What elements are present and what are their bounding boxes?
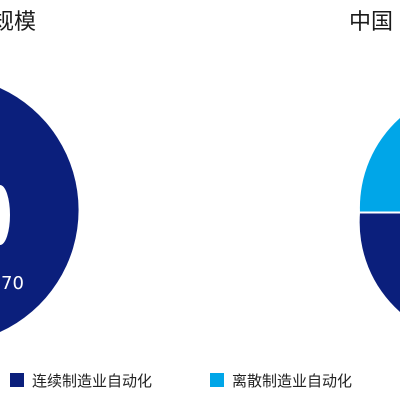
- left-donut-continuous-slice: [0, 88, 79, 332]
- left-donut-data-label: 70: [1, 273, 24, 294]
- right-donut-continuous-slice: [359, 213, 400, 312]
- legend-swatch-discrete: [210, 373, 224, 387]
- legend-swatch-continuous: [10, 373, 24, 387]
- right-chart-title: 中国: [349, 10, 394, 35]
- legend-label-discrete: 离散制造业自动化: [232, 372, 353, 390]
- right-donut-discrete-slice: [359, 118, 400, 212]
- left-donut-hole: [0, 185, 10, 245]
- left-chart-title: 规模: [0, 10, 37, 35]
- legend-label-continuous: 连续制造业自动化: [32, 372, 153, 390]
- legend: 连续制造业自动化 离散制造业自动化: [0, 368, 400, 392]
